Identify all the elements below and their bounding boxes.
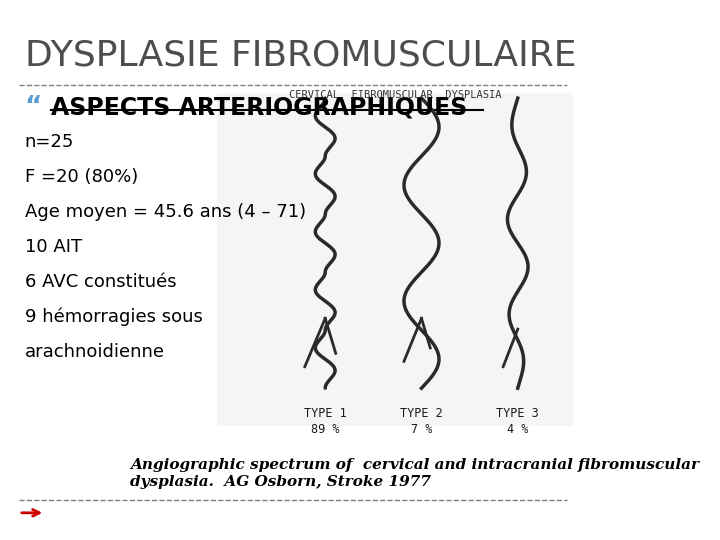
FancyBboxPatch shape xyxy=(217,93,573,426)
Text: Age moyen = 45.6 ans (4 – 71): Age moyen = 45.6 ans (4 – 71) xyxy=(24,203,306,221)
Text: dysplasia.  AG Osborn, Stroke 1977: dysplasia. AG Osborn, Stroke 1977 xyxy=(130,475,431,489)
Text: 4 %: 4 % xyxy=(507,423,528,436)
Text: DYSPLASIE FIBROMUSCULAIRE: DYSPLASIE FIBROMUSCULAIRE xyxy=(24,39,576,73)
Text: TYPE 1: TYPE 1 xyxy=(304,407,346,420)
Text: n=25: n=25 xyxy=(24,133,74,151)
Text: ASPECTS ARTERIOGRAPHIQUES: ASPECTS ARTERIOGRAPHIQUES xyxy=(51,96,467,119)
Text: 89 %: 89 % xyxy=(311,423,339,436)
Text: TYPE 2: TYPE 2 xyxy=(400,407,443,420)
Text: 7 %: 7 % xyxy=(411,423,432,436)
Text: 6 AVC constitués: 6 AVC constitués xyxy=(24,273,176,291)
Text: CERVICAL  FIBROMUSCULAR  DYSPLASIA: CERVICAL FIBROMUSCULAR DYSPLASIA xyxy=(289,90,501,100)
Text: 9 hémorragies sous: 9 hémorragies sous xyxy=(24,308,202,326)
Text: “: “ xyxy=(24,96,42,122)
Text: arachnoidienne: arachnoidienne xyxy=(24,342,165,361)
Text: 10 AIT: 10 AIT xyxy=(24,238,82,256)
Text: F =20 (80%): F =20 (80%) xyxy=(24,168,138,186)
Text: Angiographic spectrum of  cervical and intracranial fibromuscular: Angiographic spectrum of cervical and in… xyxy=(130,458,698,472)
Text: TYPE 3: TYPE 3 xyxy=(496,407,539,420)
